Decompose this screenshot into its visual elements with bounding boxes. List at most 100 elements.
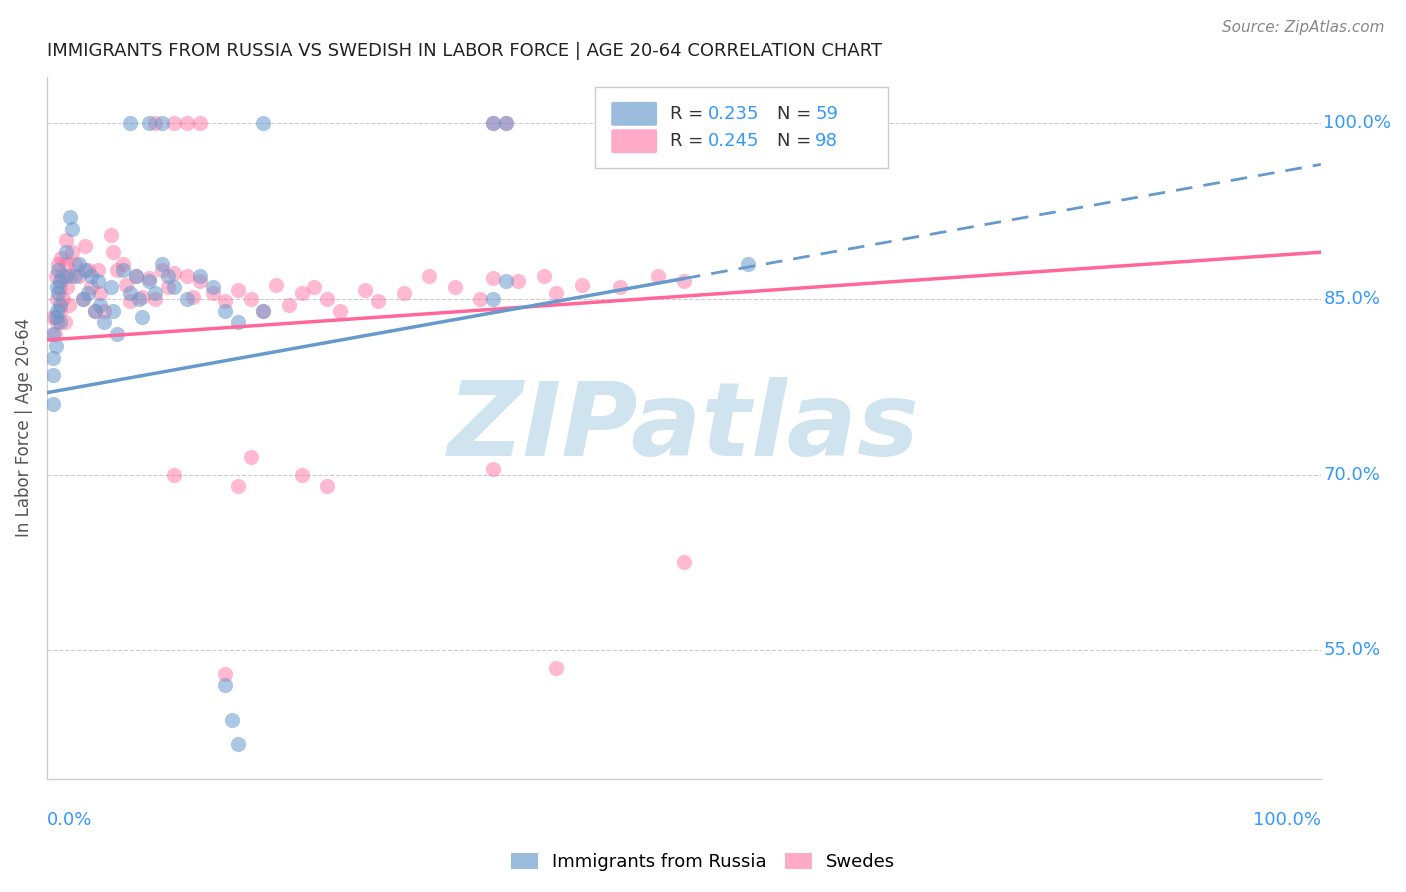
Immigrants from Russia bbox=[163, 280, 186, 294]
Y-axis label: In Labor Force | Age 20-64: In Labor Force | Age 20-64 bbox=[15, 318, 32, 537]
Immigrants from Russia bbox=[221, 714, 243, 728]
FancyBboxPatch shape bbox=[595, 87, 887, 168]
Swedes bbox=[214, 294, 236, 309]
Swedes bbox=[52, 292, 75, 306]
Swedes bbox=[60, 245, 83, 260]
Swedes bbox=[468, 292, 491, 306]
Immigrants from Russia bbox=[75, 262, 97, 277]
Immigrants from Russia bbox=[48, 315, 70, 329]
Swedes bbox=[495, 116, 517, 130]
Swedes bbox=[56, 280, 79, 294]
Immigrants from Russia bbox=[45, 339, 67, 353]
Immigrants from Russia bbox=[42, 327, 65, 342]
Swedes bbox=[59, 268, 82, 283]
Swedes bbox=[150, 262, 173, 277]
Swedes bbox=[125, 268, 148, 283]
Immigrants from Russia bbox=[67, 257, 90, 271]
Swedes bbox=[118, 294, 141, 309]
Immigrants from Russia bbox=[176, 292, 198, 306]
Swedes bbox=[264, 277, 287, 292]
Text: 85.0%: 85.0% bbox=[1323, 290, 1381, 308]
Swedes bbox=[115, 277, 138, 292]
Swedes bbox=[226, 283, 249, 297]
Swedes bbox=[546, 286, 568, 301]
Swedes bbox=[44, 327, 66, 342]
Immigrants from Russia bbox=[128, 292, 150, 306]
Text: 0.0%: 0.0% bbox=[46, 811, 93, 829]
Swedes bbox=[481, 462, 503, 476]
Swedes bbox=[239, 292, 262, 306]
Immigrants from Russia bbox=[495, 116, 517, 130]
Immigrants from Russia bbox=[84, 303, 107, 318]
Swedes bbox=[647, 268, 669, 283]
Swedes bbox=[252, 303, 274, 318]
Immigrants from Russia bbox=[93, 315, 115, 329]
Swedes bbox=[42, 310, 65, 324]
Swedes bbox=[156, 280, 179, 294]
Immigrants from Russia bbox=[226, 315, 249, 329]
Immigrants from Russia bbox=[112, 262, 135, 277]
Swedes bbox=[112, 257, 135, 271]
Immigrants from Russia bbox=[252, 303, 274, 318]
Swedes bbox=[76, 262, 98, 277]
Swedes bbox=[316, 292, 339, 306]
Swedes bbox=[163, 467, 186, 482]
Immigrants from Russia bbox=[150, 116, 173, 130]
Legend: Immigrants from Russia, Swedes: Immigrants from Russia, Swedes bbox=[503, 846, 903, 879]
Swedes bbox=[131, 290, 153, 304]
Text: 0.235: 0.235 bbox=[709, 105, 759, 123]
Immigrants from Russia bbox=[45, 310, 67, 324]
Swedes bbox=[533, 268, 555, 283]
Swedes bbox=[48, 257, 70, 271]
Swedes bbox=[63, 257, 86, 271]
Immigrants from Russia bbox=[138, 116, 160, 130]
Immigrants from Russia bbox=[46, 303, 69, 318]
Swedes bbox=[89, 286, 111, 301]
Swedes bbox=[672, 275, 695, 289]
Immigrants from Russia bbox=[125, 268, 148, 283]
Immigrants from Russia bbox=[63, 268, 86, 283]
Swedes bbox=[72, 292, 94, 306]
Swedes bbox=[304, 280, 326, 294]
Immigrants from Russia bbox=[226, 737, 249, 751]
Immigrants from Russia bbox=[252, 116, 274, 130]
Swedes bbox=[481, 271, 503, 285]
Swedes bbox=[176, 268, 198, 283]
Swedes bbox=[239, 450, 262, 464]
Immigrants from Russia bbox=[42, 351, 65, 365]
Text: IMMIGRANTS FROM RUSSIA VS SWEDISH IN LABOR FORCE | AGE 20-64 CORRELATION CHART: IMMIGRANTS FROM RUSSIA VS SWEDISH IN LAB… bbox=[46, 42, 882, 60]
Swedes bbox=[48, 280, 70, 294]
Swedes bbox=[316, 479, 339, 493]
Swedes bbox=[53, 315, 76, 329]
Swedes bbox=[329, 303, 352, 318]
Immigrants from Russia bbox=[60, 221, 83, 235]
Immigrants from Russia bbox=[72, 292, 94, 306]
Swedes bbox=[87, 262, 110, 277]
Swedes bbox=[163, 266, 186, 280]
Swedes bbox=[737, 116, 759, 130]
Immigrants from Russia bbox=[201, 280, 224, 294]
Immigrants from Russia bbox=[118, 116, 141, 130]
Immigrants from Russia bbox=[138, 275, 160, 289]
Swedes bbox=[188, 116, 211, 130]
Immigrants from Russia bbox=[143, 286, 166, 301]
Swedes bbox=[101, 245, 124, 260]
Swedes bbox=[55, 257, 77, 271]
Swedes bbox=[48, 303, 70, 318]
Text: 98: 98 bbox=[815, 132, 838, 150]
Swedes bbox=[392, 286, 415, 301]
Swedes bbox=[80, 280, 103, 294]
Swedes bbox=[672, 556, 695, 570]
Text: R =: R = bbox=[669, 105, 709, 123]
Immigrants from Russia bbox=[131, 310, 153, 324]
Text: 100.0%: 100.0% bbox=[1253, 811, 1320, 829]
Text: N =: N = bbox=[778, 132, 817, 150]
Immigrants from Russia bbox=[48, 286, 70, 301]
Swedes bbox=[143, 292, 166, 306]
Text: 70.0%: 70.0% bbox=[1323, 466, 1381, 483]
Immigrants from Russia bbox=[46, 280, 69, 294]
Immigrants from Russia bbox=[55, 268, 77, 283]
Text: 55.0%: 55.0% bbox=[1323, 641, 1381, 659]
Swedes bbox=[100, 227, 122, 242]
Swedes bbox=[609, 280, 631, 294]
